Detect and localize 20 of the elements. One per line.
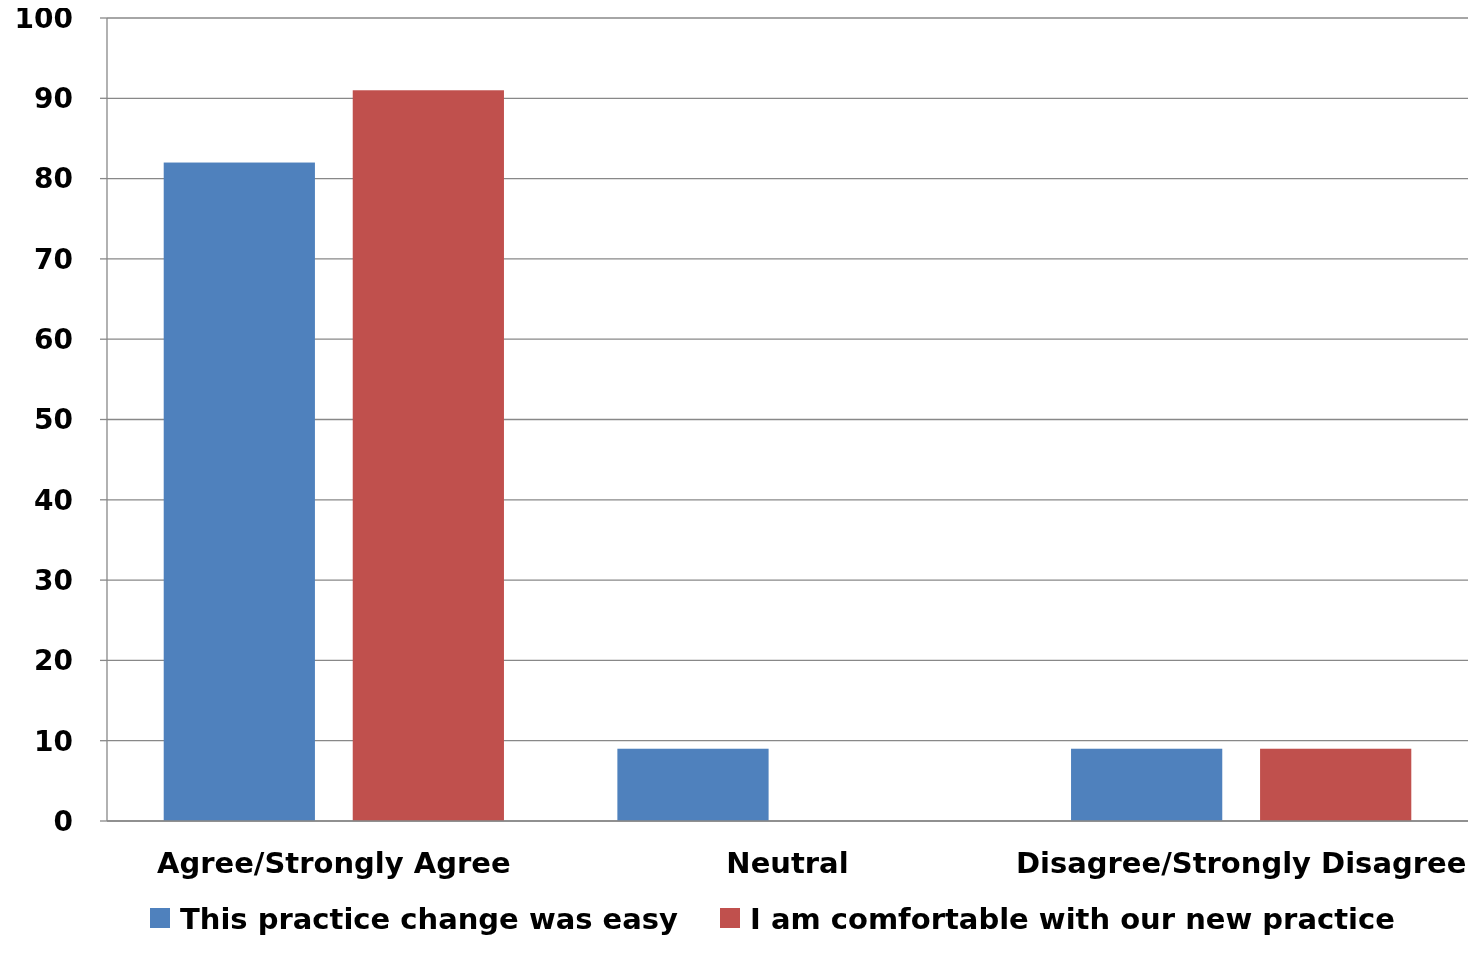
y-tick-label: 80 — [34, 162, 73, 196]
y-tick-label: 50 — [34, 403, 73, 437]
legend-label: I am comfortable with our new practice — [750, 902, 1395, 937]
y-tick-label: 90 — [34, 82, 73, 116]
legend-label: This practice change was easy — [180, 902, 679, 937]
x-tick-label: Agree/Strongly Agree — [157, 846, 511, 880]
bar — [617, 748, 769, 821]
y-tick-label: 40 — [34, 483, 73, 517]
x-tick-label: Neutral — [726, 846, 849, 880]
y-tick-label: 20 — [34, 644, 73, 678]
bar — [1260, 748, 1412, 821]
bar — [163, 162, 315, 821]
y-tick-label: 30 — [34, 563, 73, 597]
bar — [1071, 748, 1223, 821]
y-tick-label: 10 — [34, 724, 73, 758]
y-tick-label: 0 — [53, 804, 73, 838]
bar — [352, 90, 504, 821]
y-tick-label: 60 — [34, 323, 73, 356]
x-tick-label: Disagree/Strongly Disagree — [1015, 846, 1467, 880]
y-tick-label: 70 — [34, 242, 73, 276]
